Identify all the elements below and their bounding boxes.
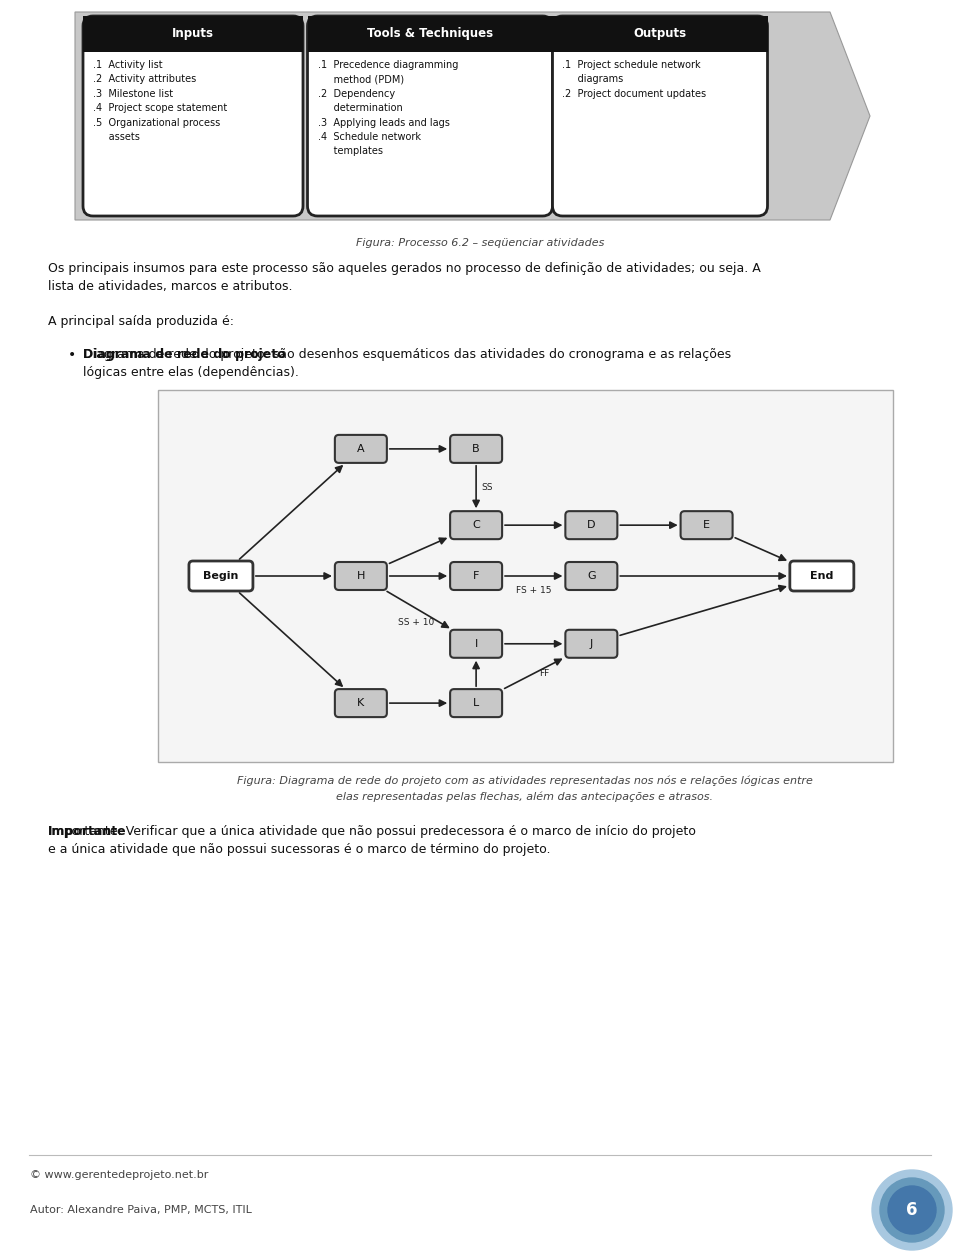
FancyBboxPatch shape: [450, 435, 502, 463]
Text: Diagrama de rede do projeto: Diagrama de rede do projeto: [83, 348, 286, 362]
FancyBboxPatch shape: [450, 689, 502, 717]
Text: Begin: Begin: [204, 570, 239, 580]
FancyBboxPatch shape: [565, 562, 617, 590]
FancyBboxPatch shape: [335, 689, 387, 717]
FancyBboxPatch shape: [189, 560, 252, 590]
Text: F: F: [473, 570, 479, 580]
FancyBboxPatch shape: [307, 16, 553, 216]
Text: Figura: Processo 6.2 – seqüenciar atividades: Figura: Processo 6.2 – seqüenciar ativid…: [356, 238, 604, 248]
FancyBboxPatch shape: [553, 16, 767, 216]
Text: K: K: [357, 698, 365, 708]
Text: Importante: Importante: [48, 824, 127, 838]
Text: elas representadas pelas flechas, além das antecipações e atrasos.: elas representadas pelas flechas, além d…: [337, 792, 713, 802]
FancyBboxPatch shape: [450, 629, 502, 658]
FancyBboxPatch shape: [790, 560, 853, 590]
Text: L: L: [473, 698, 479, 708]
Text: lista de atividades, marcos e atributos.: lista de atividades, marcos e atributos.: [48, 280, 293, 293]
Text: e a única atividade que não possui sucessoras é o marco de término do projeto.: e a única atividade que não possui suces…: [48, 843, 550, 856]
FancyBboxPatch shape: [335, 435, 387, 463]
FancyBboxPatch shape: [565, 512, 617, 539]
Bar: [307, 16, 553, 53]
Text: B: B: [472, 444, 480, 454]
Circle shape: [872, 1170, 952, 1250]
Text: Figura: Diagrama de rede do projeto com as atividades representadas nos nós e re: Figura: Diagrama de rede do projeto com …: [237, 776, 813, 786]
Text: SS: SS: [481, 483, 492, 492]
Bar: [553, 16, 767, 53]
Text: I: I: [474, 639, 478, 649]
FancyBboxPatch shape: [565, 629, 617, 658]
Text: Os principais insumos para este processo são aqueles gerados no processo de defi: Os principais insumos para este processo…: [48, 261, 760, 275]
Text: Tools & Techniques: Tools & Techniques: [367, 28, 493, 40]
FancyBboxPatch shape: [681, 512, 732, 539]
Text: SS + 10: SS + 10: [398, 618, 435, 627]
Text: .1  Project schedule network
     diagrams
.2  Project document updates: .1 Project schedule network diagrams .2 …: [563, 60, 707, 99]
Text: Outputs: Outputs: [634, 28, 686, 40]
Text: Diagrama de rede do projeto: são desenhos esquemáticos das atividades do cronogr: Diagrama de rede do projeto: são desenho…: [83, 348, 732, 362]
Text: .1  Precedence diagramming
     method (PDM)
.2  Dependency
     determination
.: .1 Precedence diagramming method (PDM) .…: [318, 60, 458, 156]
Text: G: G: [588, 570, 595, 580]
Text: E: E: [703, 520, 710, 530]
Text: 6: 6: [906, 1201, 918, 1218]
FancyBboxPatch shape: [450, 512, 502, 539]
Text: D: D: [588, 520, 595, 530]
Text: A principal saída produzida é:: A principal saída produzida é:: [48, 315, 234, 328]
Text: C: C: [472, 520, 480, 530]
Text: .1  Activity list
.2  Activity attributes
.3  Milestone list
.4  Project scope s: .1 Activity list .2 Activity attributes …: [93, 60, 228, 143]
Text: FS + 15: FS + 15: [516, 585, 551, 595]
Bar: [158, 390, 893, 762]
Text: © www.gerentedeprojeto.net.br: © www.gerentedeprojeto.net.br: [30, 1170, 208, 1180]
FancyBboxPatch shape: [335, 562, 387, 590]
FancyBboxPatch shape: [450, 562, 502, 590]
Polygon shape: [75, 13, 870, 220]
Text: A: A: [357, 444, 365, 454]
Circle shape: [880, 1178, 944, 1242]
Text: •: •: [68, 348, 76, 362]
Circle shape: [888, 1186, 936, 1233]
Text: J: J: [589, 639, 593, 649]
Text: Importante: Verificar que a única atividade que não possui predecessora é o marc: Importante: Verificar que a única ativid…: [48, 824, 696, 838]
Text: lógicas entre elas (dependências).: lógicas entre elas (dependências).: [83, 367, 299, 379]
FancyBboxPatch shape: [83, 16, 303, 216]
Text: End: End: [810, 570, 833, 580]
Bar: [83, 16, 303, 53]
Text: H: H: [357, 570, 365, 580]
Text: Inputs: Inputs: [172, 28, 214, 40]
Text: Autor: Alexandre Paiva, PMP, MCTS, ITIL: Autor: Alexandre Paiva, PMP, MCTS, ITIL: [30, 1205, 252, 1215]
Text: FF: FF: [539, 669, 549, 678]
